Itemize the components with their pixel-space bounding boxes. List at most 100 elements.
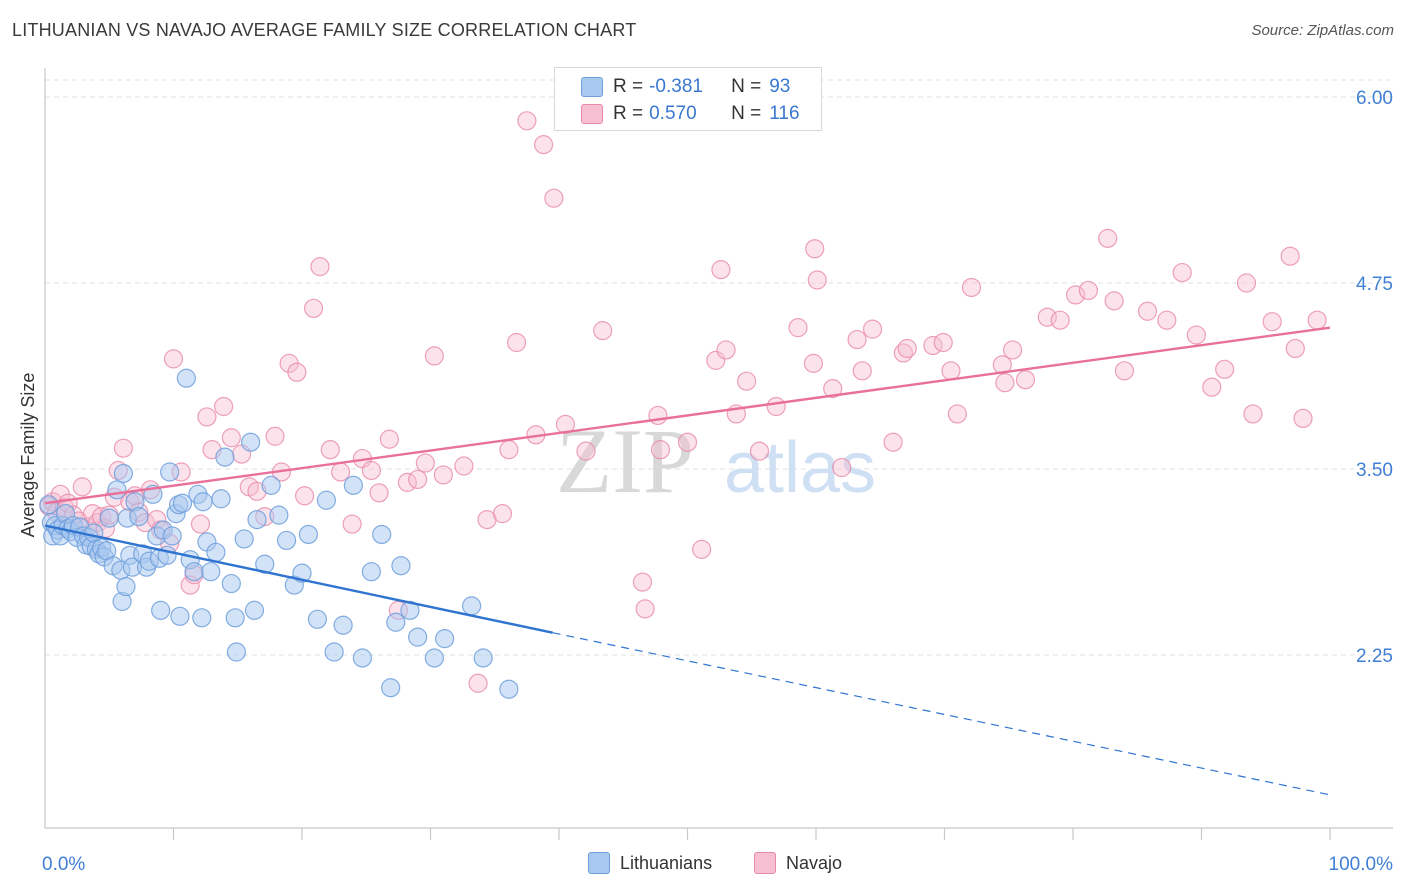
- navajo-point: [379, 429, 399, 449]
- legend-r-label: R =: [613, 103, 644, 124]
- navajo-point: [433, 465, 453, 485]
- watermark: ZIP atlas: [556, 410, 876, 512]
- lithuanians-trend-line: [44, 524, 553, 634]
- lithuanians-point: [116, 576, 136, 597]
- lithuanians-point: [215, 447, 235, 467]
- navajo-point: [1280, 246, 1300, 266]
- lithuanians-point: [352, 648, 372, 668]
- navajo-point: [737, 371, 757, 391]
- legend-r-value: -0.381: [649, 76, 703, 97]
- navajo-point: [692, 539, 712, 559]
- navajo-point: [310, 257, 330, 277]
- navajo-point: [862, 319, 883, 339]
- lithuanians-point: [361, 562, 381, 582]
- lithuanians-point: [343, 475, 363, 495]
- lithuanians-point: [234, 529, 254, 549]
- navajo-point: [1114, 361, 1135, 381]
- navajo-point: [1015, 370, 1036, 390]
- lithuanians-point: [435, 629, 455, 649]
- navajo-point: [361, 460, 381, 481]
- navajo-point: [995, 373, 1015, 393]
- navajo-point: [72, 477, 92, 497]
- chart-source: Source: ZipAtlas.com: [1251, 22, 1394, 39]
- navajo-point: [533, 135, 554, 155]
- chart-title: LITHUANIAN VS NAVAJO AVERAGE FAMILY SIZE…: [12, 20, 637, 40]
- axes: [44, 68, 1393, 840]
- lithuanians-point: [206, 542, 226, 562]
- navajo-point: [788, 318, 808, 338]
- series-legend: Lithuanians Navajo: [0, 852, 1406, 876]
- navajo-point: [1098, 228, 1118, 248]
- legend-item-navajo[interactable]: Navajo: [754, 852, 842, 874]
- watermark-atlas: atlas: [724, 428, 876, 508]
- lithuanians-point: [99, 508, 119, 528]
- lithuanians-point: [162, 526, 182, 546]
- lithuanians-point: [244, 600, 265, 620]
- lithuanians-point: [129, 507, 149, 527]
- navajo-point: [1172, 262, 1192, 283]
- navajo-point: [163, 349, 184, 369]
- navajo-point: [221, 428, 241, 448]
- lithuanians-point: [499, 679, 519, 699]
- trend-lines: [44, 326, 1331, 796]
- lithuanians-point: [160, 462, 180, 482]
- navajo-point: [197, 407, 217, 427]
- legend-n-value: 93: [769, 76, 791, 97]
- navajo-point: [706, 350, 726, 370]
- navajo-point: [1137, 301, 1158, 321]
- x-tick-label-start: 0.0%: [42, 854, 85, 875]
- navajo-point: [517, 111, 537, 131]
- legend-row-navajo: R = 0.570 N = 116: [581, 102, 800, 126]
- navajo-point: [1236, 273, 1257, 293]
- correlation-legend: R = -0.381 N = 93 R = 0.570 N = 116: [554, 67, 822, 131]
- lithuanians-point: [151, 600, 171, 620]
- lithuanians-point: [170, 606, 190, 626]
- lithuanians-point: [316, 490, 337, 510]
- swatch-lithuanians: [588, 852, 610, 874]
- y-tick-label: 2.25: [1356, 646, 1393, 667]
- lithuanians-point: [424, 648, 444, 668]
- legend-r-value: 0.570: [649, 103, 697, 124]
- navajo-point: [576, 441, 596, 461]
- navajo-point: [1202, 377, 1222, 397]
- lithuanians-point: [113, 463, 133, 484]
- navajo-point: [1104, 291, 1124, 311]
- lithuanians-point: [307, 609, 328, 629]
- navajo-point: [544, 188, 564, 208]
- y-tick-label: 3.50: [1356, 460, 1393, 481]
- lithuanians-point: [225, 608, 245, 628]
- legend-item-lithuanians[interactable]: Lithuanians: [588, 852, 712, 874]
- legend-row-lithuanians: R = -0.381 N = 93: [581, 75, 791, 99]
- lithuanians-point: [408, 627, 428, 647]
- lithuanians-point: [241, 432, 261, 452]
- navajo-point: [883, 432, 903, 452]
- navajo-point: [961, 277, 982, 298]
- navajo-point: [897, 338, 917, 359]
- legend-swatch-blue: [581, 77, 603, 97]
- lithuanians-point: [221, 573, 241, 594]
- lithuanians-point: [324, 642, 344, 662]
- legend-label-navajo: Navajo: [786, 852, 843, 873]
- lithuanians-point: [193, 492, 213, 512]
- navajo-trend-line: [44, 326, 1331, 505]
- y-tick-label: 4.75: [1356, 274, 1393, 295]
- lithuanians-point: [261, 475, 281, 495]
- navajo-point: [492, 504, 513, 524]
- lithuanians-point: [298, 524, 319, 545]
- watermark-zip: ZIP: [556, 410, 694, 512]
- navajo-point: [415, 453, 435, 473]
- navajo-point: [1243, 404, 1263, 424]
- lithuanians-point: [276, 530, 297, 551]
- x-tick-label-end: 100.0%: [1329, 854, 1394, 875]
- legend-n-label: N =: [731, 103, 762, 124]
- navajo-point: [1307, 310, 1327, 330]
- navajo-points: [39, 111, 1327, 693]
- navajo-point: [1003, 340, 1023, 360]
- y-axis-label: Average Family Size: [18, 373, 38, 538]
- lithuanians-point: [269, 505, 289, 525]
- navajo-point: [320, 440, 340, 460]
- navajo-point: [766, 396, 786, 417]
- navajo-point: [1215, 359, 1235, 379]
- lithuanians-point: [39, 495, 59, 515]
